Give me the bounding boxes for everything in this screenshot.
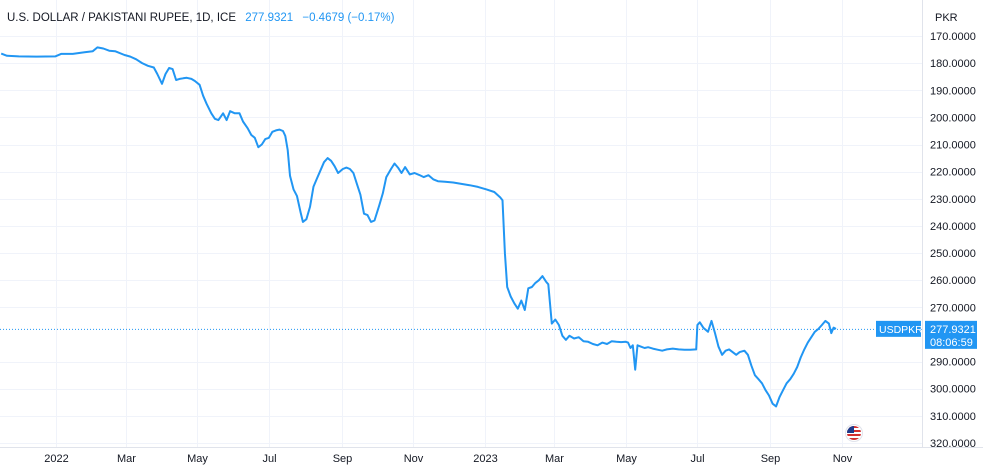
- x-tick-label: Nov: [833, 453, 853, 465]
- y-tick-label: 240.0000: [930, 221, 976, 233]
- y-tick-label: 220.0000: [930, 167, 976, 179]
- symbol-title: U.S. DOLLAR / PAKISTANI RUPEE, 1D, ICE: [7, 12, 236, 24]
- current-price-marker: USDPKR 277.9321 08:06:59: [0, 320, 977, 349]
- y-tick-labels: 170.0000 180.0000 190.0000 200.0000 210.0000…: [930, 31, 976, 450]
- symbol-tag-label: USDPKR: [879, 324, 923, 336]
- symbol-tag-background: [876, 320, 921, 337]
- symbol-legend[interactable]: U.S. DOLLAR / PAKISTANI RUPEE, 1D, ICE 2…: [7, 12, 395, 24]
- y-tick-label: 290.0000: [930, 357, 976, 369]
- currency-button[interactable]: PKR: [928, 7, 962, 27]
- x-tick-label: 2022: [44, 453, 68, 465]
- x-tick-labels: 2022 Mar May Jul Sep Nov 2023 Mar May Jul Sep Nov: [44, 453, 853, 465]
- y-tick-label: 230.0000: [930, 194, 976, 206]
- y-tick-label: 180.0000: [930, 58, 976, 70]
- x-tick-label: Mar: [545, 453, 564, 465]
- last-price: 277.9321: [245, 12, 293, 24]
- price-change: −0.4679 (−0.17%): [302, 12, 394, 24]
- price-tag-price: 277.9321: [930, 324, 976, 336]
- x-tick-label: Jul: [262, 453, 276, 465]
- price-tag-countdown: 08:06:59: [930, 337, 973, 349]
- grid-layer: [0, 0, 922, 447]
- line-layer: [0, 46, 837, 408]
- x-tick-label: Sep: [333, 453, 353, 465]
- y-tick-label: 190.0000: [930, 85, 976, 97]
- y-tick-label: 250.0000: [930, 248, 976, 260]
- symbol-tag: USDPKR: [876, 320, 923, 337]
- x-tick-label: Nov: [404, 453, 424, 465]
- currency-button-label: PKR: [935, 12, 958, 24]
- svg-text:U.S. DOLLAR / PAKISTANI RUPEE,: U.S. DOLLAR / PAKISTANI RUPEE, 1D, ICE 2…: [7, 12, 395, 24]
- y-tick-label: 300.0000: [930, 384, 976, 396]
- y-tick-label: 320.0000: [930, 438, 976, 450]
- x-tick-label: May: [187, 453, 208, 465]
- y-tick-label: 310.0000: [930, 411, 976, 423]
- y-tick-label: 260.0000: [930, 275, 976, 287]
- price-tag: 277.9321 08:06:59: [925, 320, 977, 349]
- y-tick-label: 210.0000: [930, 140, 976, 152]
- series-line-usdpkr: [0, 46, 837, 408]
- x-tick-label: 2023: [473, 453, 497, 465]
- y-tick-label: 170.0000: [930, 31, 976, 43]
- y-tick-label: 200.0000: [930, 112, 976, 124]
- axis-layer: [0, 0, 983, 448]
- x-tick-label: May: [616, 453, 637, 465]
- x-tick-label: Mar: [117, 453, 136, 465]
- price-tag-background: [925, 320, 977, 349]
- x-tick-label: Sep: [761, 453, 781, 465]
- x-tick-label: Jul: [690, 453, 704, 465]
- y-tick-label: 270.0000: [930, 302, 976, 314]
- us-flag-icon[interactable]: [845, 424, 863, 442]
